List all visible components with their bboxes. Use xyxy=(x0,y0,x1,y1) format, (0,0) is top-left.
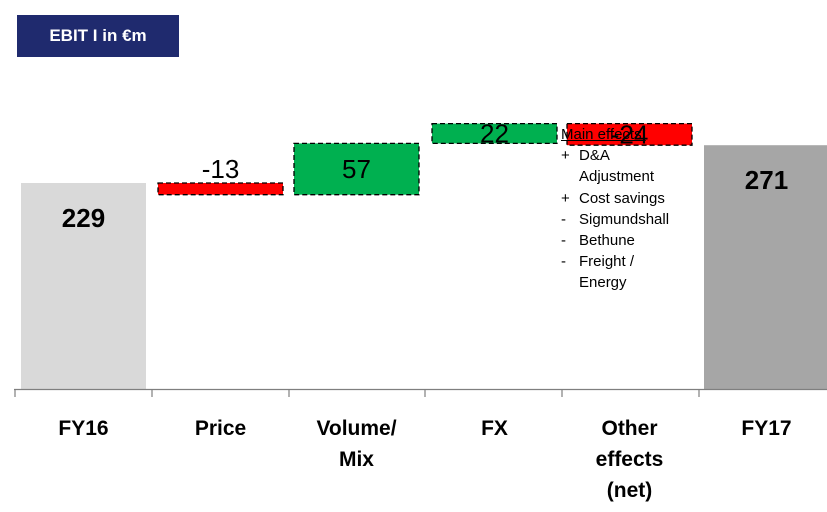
annotation-marker: - xyxy=(561,232,566,250)
value-label-other-effects-net: -24 xyxy=(611,119,649,149)
annotation-text: Sigmundshall xyxy=(579,210,670,228)
annotation-item: - Freight / Energy xyxy=(561,251,711,293)
annotation-item: - Bethune xyxy=(561,230,711,251)
bars-layer xyxy=(21,122,827,389)
value-label-price: -13 xyxy=(202,154,240,184)
annotation-text: Cost savings xyxy=(579,189,665,207)
category-label-fy17: FY17 xyxy=(741,417,791,440)
annotation-marker: - xyxy=(561,253,566,271)
bar-fy17 xyxy=(704,145,827,389)
category-label-price: Price xyxy=(195,417,246,440)
annotation-marker: - xyxy=(561,210,566,228)
value-label-fy16: 229 xyxy=(62,203,105,233)
category-label-fx: FX xyxy=(481,417,508,440)
annotation-item: - Sigmundshall xyxy=(561,209,711,230)
category-label-volume-mix: Volume/Mix xyxy=(316,417,396,471)
annotation-heading: Main effects: xyxy=(561,126,646,143)
value-label-volume-mix: 57 xyxy=(342,154,371,184)
category-label-other-effects-net: Other effects (net) xyxy=(596,417,664,502)
annotation-item: + D&A Adjustment xyxy=(561,145,711,187)
bar-price xyxy=(157,182,284,196)
bar-volume-mix xyxy=(293,142,420,196)
bar-fx xyxy=(431,122,558,145)
annotation-item: + Cost savings xyxy=(561,188,711,209)
annotation-text: D&A Adjustment xyxy=(579,147,655,186)
labels-layer: 229 -13 57 22 -24 271 FY16 Price Volume/Mix FX Oth… xyxy=(58,119,791,502)
category-label-fy16: FY16 xyxy=(58,417,108,440)
main-effects-annotation: Main effects: + D&A Adjustment + Cost saving… xyxy=(561,124,711,294)
value-label-fx: 22 xyxy=(480,119,509,149)
annotation-text: Bethune xyxy=(579,232,635,250)
bar-fy16 xyxy=(21,182,146,389)
bar-other-effects-net xyxy=(566,122,693,146)
value-label-fy17: 271 xyxy=(745,165,788,195)
annotation-marker: + xyxy=(561,189,570,207)
x-axis xyxy=(14,388,827,397)
annotation-list: + D&A Adjustment + Cost savings - Sigmundshall… xyxy=(561,145,711,293)
annotation-text: Freight / Energy xyxy=(579,253,635,292)
chart-title: EBIT I in €m xyxy=(17,15,179,57)
annotation-marker: + xyxy=(561,147,570,165)
